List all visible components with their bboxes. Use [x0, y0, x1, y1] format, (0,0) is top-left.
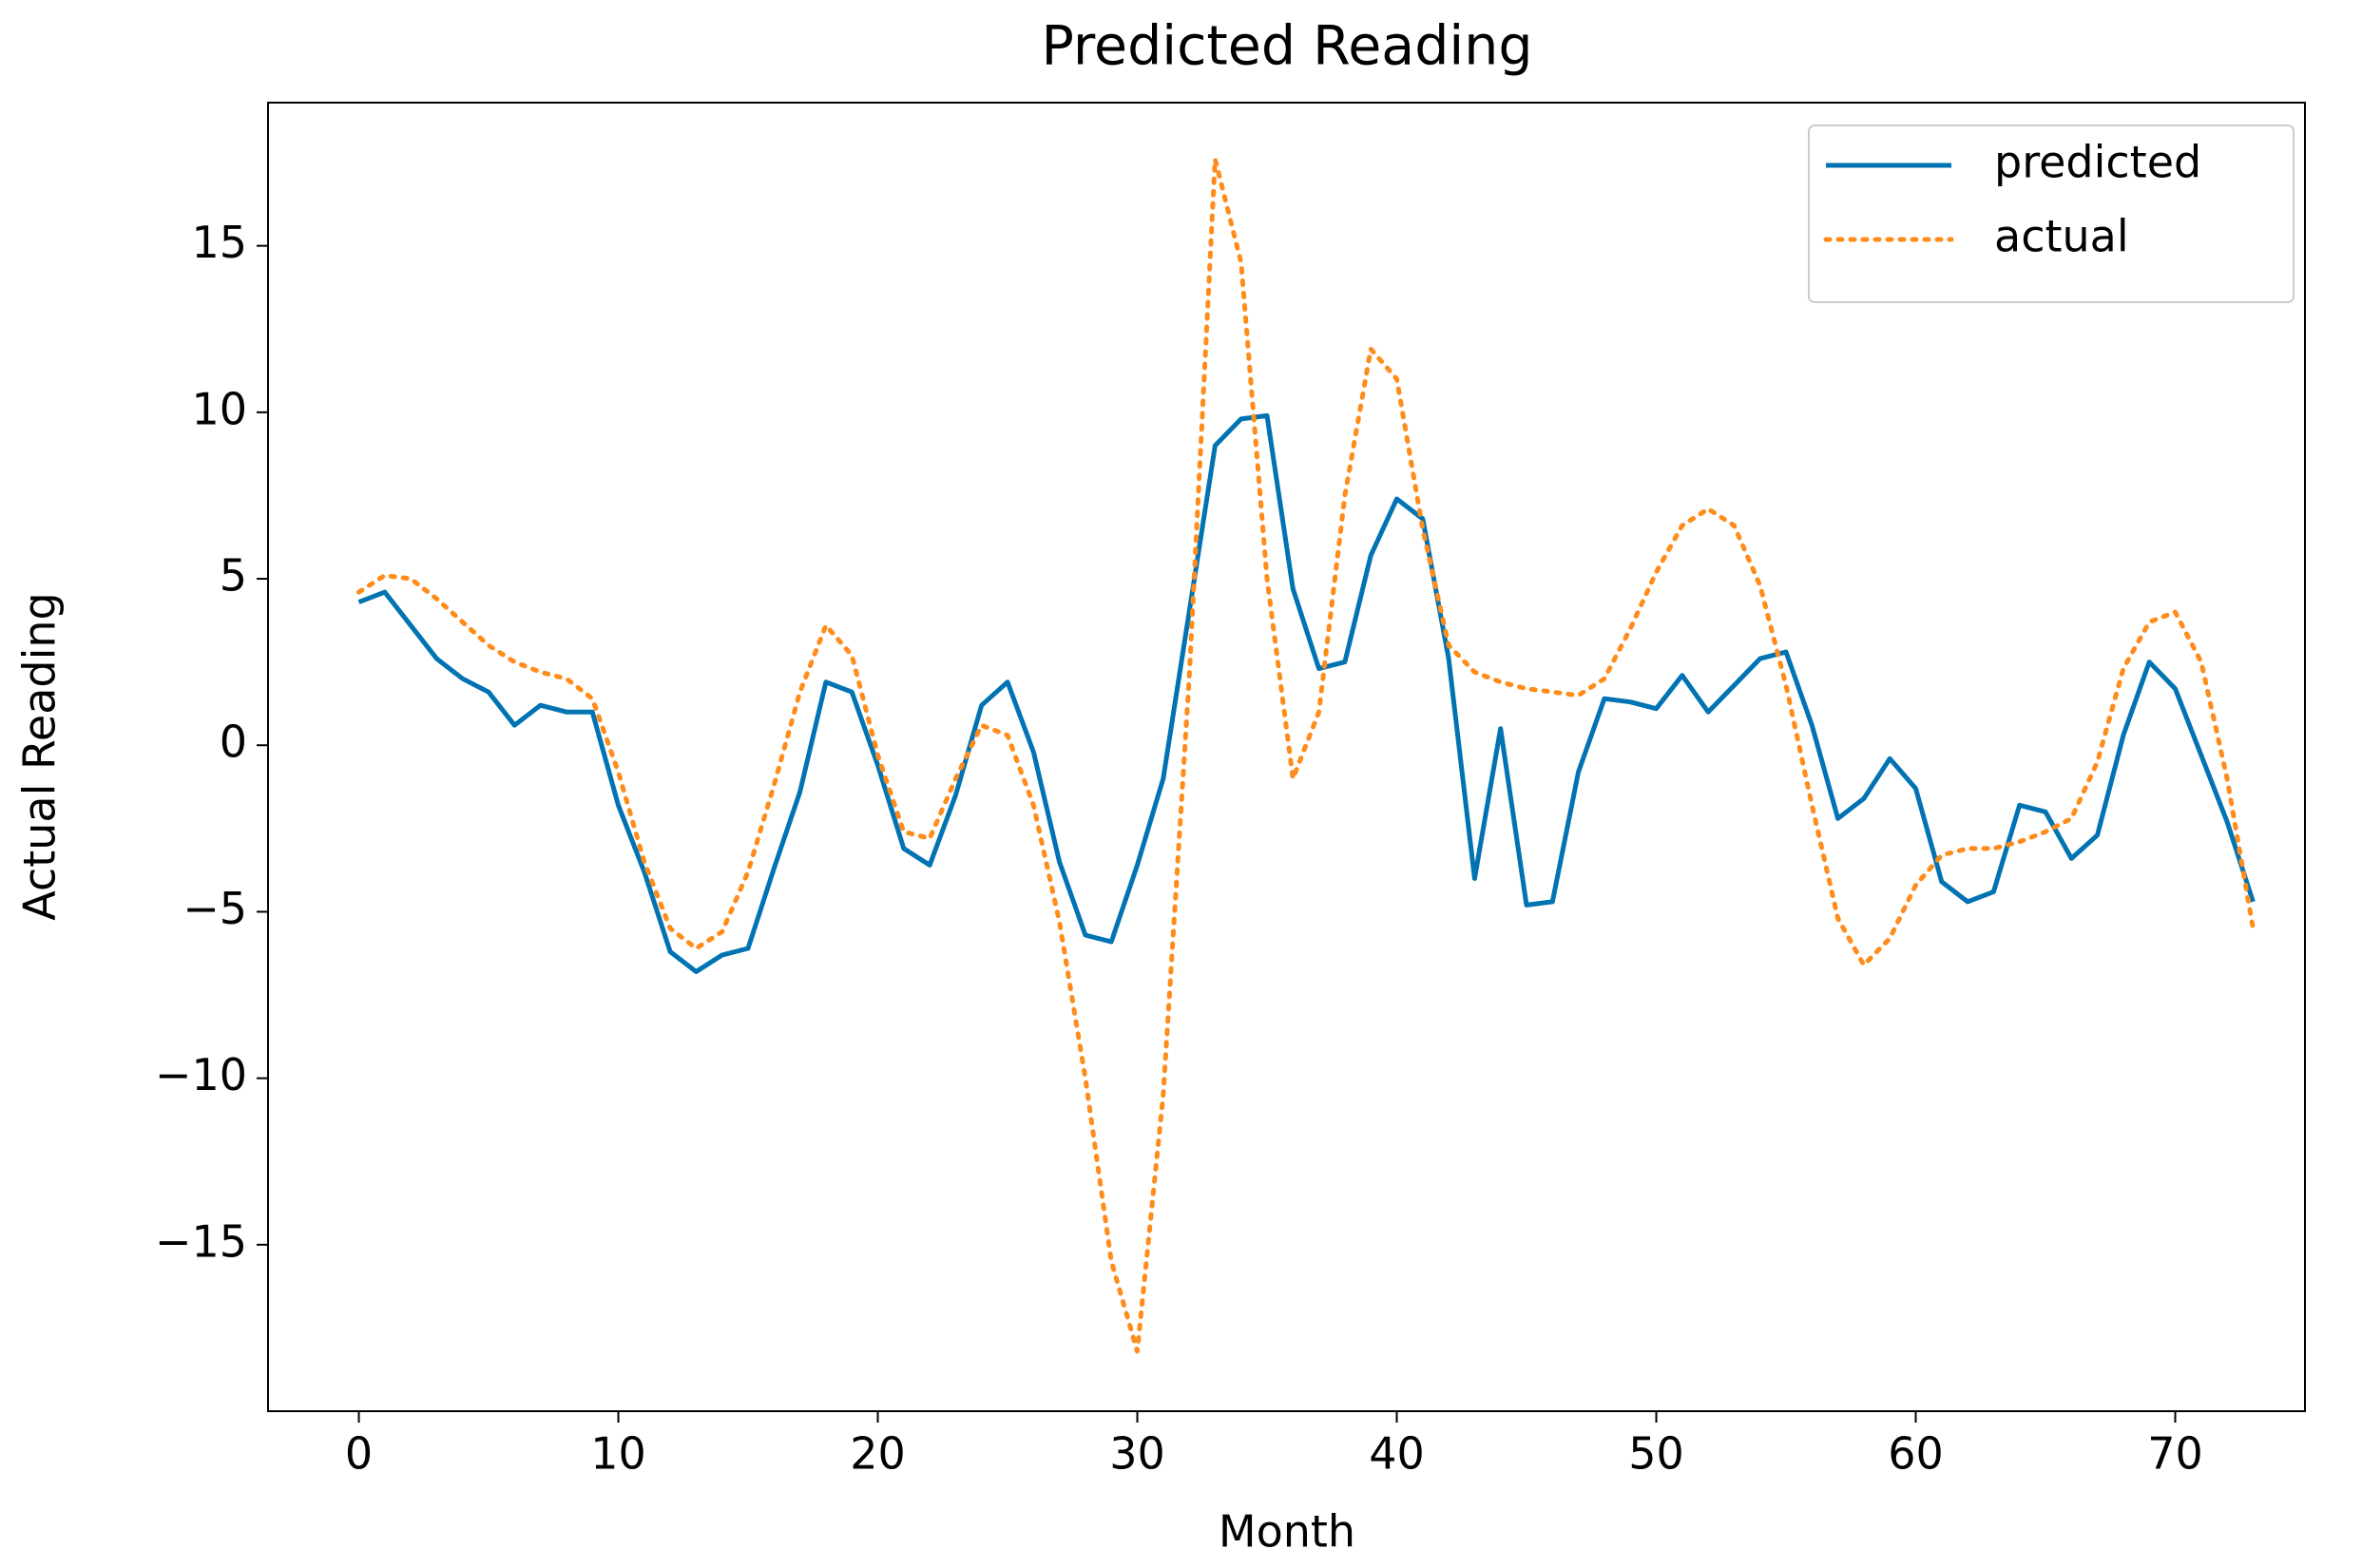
chart-title: Predicted Reading	[1041, 15, 1532, 78]
x-tick-label: 50	[1628, 1428, 1684, 1480]
y-tick-label: −10	[155, 1049, 247, 1100]
x-tick-label: 30	[1109, 1428, 1165, 1480]
legend-label: actual	[1994, 211, 2129, 262]
x-tick-label: 40	[1369, 1428, 1425, 1480]
y-axis-label: Actual Reading	[14, 592, 66, 920]
x-tick-label: 20	[850, 1428, 906, 1480]
x-tick-label: 0	[345, 1428, 373, 1480]
legend-box	[1808, 124, 2295, 303]
x-tick-label: 10	[590, 1428, 646, 1480]
y-tick-label: 15	[191, 217, 247, 268]
x-axis-label: Month	[1219, 1506, 1355, 1558]
y-tick-label: 10	[191, 383, 247, 434]
y-tick-label: −15	[155, 1215, 247, 1267]
legend-label: predicted	[1994, 137, 2201, 188]
line-series	[356, 157, 2256, 1354]
x-tick-label: 70	[2147, 1428, 2203, 1480]
plot-frame	[267, 102, 2306, 1412]
y-tick-label: 0	[220, 717, 247, 768]
x-tick-label: 60	[1888, 1428, 1944, 1480]
y-tick-label: −5	[182, 883, 247, 934]
y-tick-label: 5	[220, 550, 247, 602]
line-series	[357, 412, 2256, 974]
